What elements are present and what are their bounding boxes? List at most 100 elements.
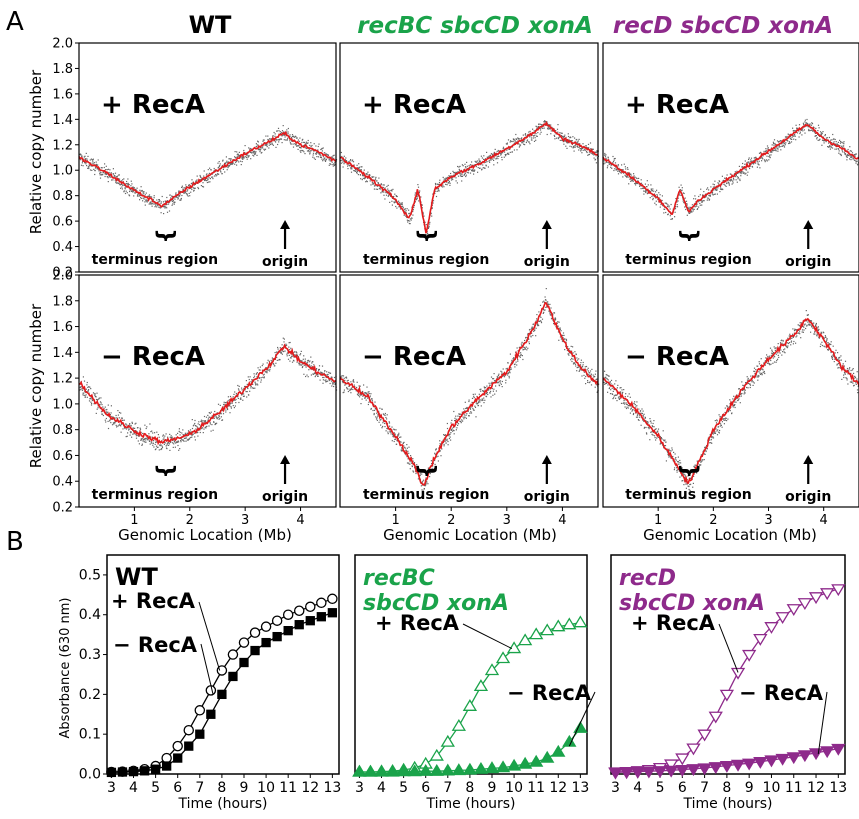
scatter-point — [675, 198, 677, 200]
scatter-point — [102, 174, 104, 176]
scatter-point — [724, 177, 726, 179]
scatter-point — [763, 150, 765, 152]
scatter-point — [327, 154, 329, 156]
scatter-point — [743, 168, 745, 170]
scatter-point — [653, 426, 655, 428]
scatter-point — [280, 138, 283, 140]
scatter-point — [289, 341, 291, 344]
scatter-point — [132, 191, 134, 193]
scatter-point — [105, 173, 107, 175]
scatter-point — [309, 360, 311, 362]
scatter-point — [305, 143, 307, 145]
scatter-point — [480, 388, 482, 390]
scatter-point — [765, 151, 767, 153]
scatter-point — [259, 151, 261, 153]
scatter-point — [594, 386, 596, 388]
scatter-point — [810, 124, 813, 126]
y-tick-label: 0.4 — [52, 240, 73, 255]
scatter-point — [623, 389, 625, 391]
scatter-point — [523, 140, 525, 142]
scatter-point — [638, 408, 640, 410]
scatter-point — [301, 360, 303, 362]
scatter-point — [612, 398, 614, 400]
scatter-point — [125, 190, 127, 192]
scatter-point — [322, 379, 324, 381]
scatter-point — [90, 388, 92, 390]
scatter-point — [642, 419, 644, 421]
scatter-point — [708, 194, 710, 197]
scatter-point — [765, 149, 767, 151]
scatter-point — [389, 194, 391, 197]
scatter-point — [644, 426, 646, 428]
scatter-point — [384, 414, 386, 416]
scatter-point — [696, 208, 698, 210]
scatter-point — [294, 354, 296, 356]
scatter-point — [469, 412, 471, 414]
scatter-point — [217, 162, 219, 164]
scatter-point — [521, 141, 523, 143]
scatter-point — [275, 146, 277, 148]
scatter-point — [604, 370, 606, 372]
scatter-point — [304, 143, 306, 145]
scatter-point — [521, 355, 523, 357]
scatter-point — [384, 426, 386, 428]
scatter-point — [186, 194, 188, 196]
scatter-point — [409, 220, 411, 222]
scatter-point — [95, 163, 98, 165]
scatter-point — [92, 159, 94, 161]
scatter-point — [426, 474, 428, 476]
scatter-point — [293, 136, 296, 138]
scatter-point — [366, 173, 368, 175]
scatter-point — [773, 142, 775, 145]
scatter-point — [363, 169, 365, 171]
scatter-point — [226, 160, 228, 162]
scatter-point — [696, 203, 698, 205]
scatter-point — [156, 199, 158, 201]
scatter-point — [445, 177, 448, 180]
scatter-point — [192, 433, 194, 435]
scatter-point — [446, 422, 448, 425]
scatter-point — [89, 169, 92, 171]
scatter-point — [565, 341, 567, 343]
scatter-point — [146, 201, 148, 203]
y-tick-label: 1.2 — [52, 138, 73, 153]
scatter-point — [646, 193, 648, 195]
scatter-point — [449, 433, 451, 435]
scatter-point — [595, 378, 597, 381]
scatter-point — [324, 370, 326, 372]
scatter-point — [97, 164, 99, 166]
scatter-point — [360, 403, 362, 405]
scatter-point — [494, 155, 496, 157]
scatter-point — [347, 388, 349, 390]
scatter-point — [574, 146, 576, 148]
scatter-point — [512, 140, 514, 143]
origin-label: origin — [524, 489, 570, 505]
scatter-point — [567, 133, 569, 135]
scatter-point — [519, 145, 521, 147]
scatter-point — [851, 152, 854, 154]
scatter-point — [616, 169, 618, 171]
scatter-point — [359, 393, 361, 395]
scatter-point — [266, 370, 268, 372]
scatter-point — [135, 189, 137, 191]
scatter-point — [325, 381, 328, 383]
scatter-point — [679, 194, 681, 196]
scatter-point — [519, 138, 521, 140]
y-tick-label: 1.6 — [52, 320, 73, 335]
scatter-point — [578, 366, 580, 368]
scatter-point — [307, 360, 309, 362]
scatter-point — [559, 336, 562, 338]
scatter-point — [629, 172, 631, 174]
scatter-point — [182, 429, 184, 431]
scatter-point — [207, 414, 209, 416]
scatter-point — [821, 132, 823, 134]
scatter-point — [759, 157, 762, 159]
scatter-point — [515, 361, 517, 363]
scatter-point — [612, 155, 614, 158]
scatter-point — [263, 139, 265, 141]
scatter-point — [758, 160, 760, 162]
scatter-point — [303, 373, 305, 375]
scatter-point — [377, 182, 380, 185]
scatter-point — [500, 383, 502, 385]
column-title-recd: recD sbcCD xonA — [613, 13, 833, 39]
